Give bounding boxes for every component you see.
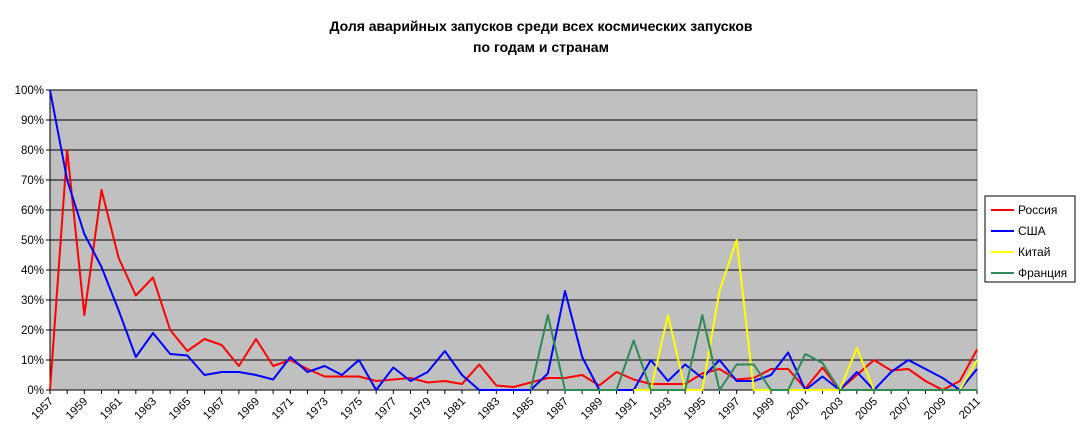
x-tick-label: 1983 <box>476 396 503 423</box>
x-tick-label: 1957 <box>30 396 57 423</box>
y-tick-label: 100% <box>15 85 44 97</box>
y-tick-label: 10% <box>21 355 44 367</box>
legend-label: США <box>1018 224 1046 238</box>
x-tick-label: 1959 <box>64 396 91 423</box>
series-line <box>49 149 978 391</box>
x-tick-label: 2007 <box>888 396 915 423</box>
x-tick-label: 1977 <box>373 396 400 423</box>
y-tick-label: 40% <box>21 265 44 277</box>
x-tick-label: 2009 <box>922 396 949 423</box>
x-tick-label: 1989 <box>579 396 606 423</box>
x-tick-label: 1997 <box>716 396 743 423</box>
x-tick-label: 1979 <box>407 396 434 423</box>
x-tick-label: 1995 <box>682 396 709 423</box>
y-tick-label: 90% <box>21 115 44 127</box>
series-line <box>49 89 978 391</box>
x-tick-label: 2011 <box>957 396 983 422</box>
legend-label: Франция <box>1018 266 1067 280</box>
series-lines <box>49 89 978 391</box>
y-tick-label: 70% <box>21 175 44 187</box>
gridlines <box>50 89 977 361</box>
x-tick-label: 1967 <box>201 396 228 423</box>
y-tick-label: 50% <box>21 235 44 247</box>
legend: Россия США Китай Франция <box>984 195 1076 283</box>
y-tick-label: 30% <box>21 295 44 307</box>
x-tick-label: 1969 <box>236 396 263 423</box>
x-tick-label: 1971 <box>270 396 297 423</box>
series-line <box>529 314 977 391</box>
x-tick-label: 1963 <box>133 396 160 423</box>
x-tick-label: 1981 <box>442 396 469 423</box>
x-tick-label: 2005 <box>854 396 881 423</box>
y-tick-label: 60% <box>21 205 44 217</box>
x-tick-label: 2003 <box>819 396 846 423</box>
chart-subtitle: по годам и странам <box>473 39 609 55</box>
x-tick-label: 1973 <box>304 396 331 423</box>
x-tick-label: 1993 <box>648 396 675 423</box>
x-tick-label: 1999 <box>751 396 778 423</box>
x-tick-label: 1961 <box>98 396 125 423</box>
x-tick-label: 1987 <box>545 396 572 423</box>
x-tick-label: 1965 <box>167 396 194 423</box>
y-tick-label: 80% <box>21 145 44 157</box>
x-tick-label: 2001 <box>785 396 812 423</box>
chart-title: Доля аварийных запусков среди всех косми… <box>329 18 752 34</box>
legend-label: Китай <box>1018 245 1050 259</box>
x-tick-label: 1975 <box>339 396 366 423</box>
x-axis: 1957 1959 1961 1963 1965 1967 1969 1971 1973 1975… <box>30 389 983 423</box>
x-tick-label: 1991 <box>613 396 640 423</box>
legend-label: Россия <box>1018 203 1057 217</box>
y-tick-label: 0% <box>27 385 44 397</box>
y-tick-label: 20% <box>21 325 44 337</box>
y-axis: 0% 10% 20% 30% 40% 50% 60% 70% 80% 90% 100% <box>15 85 51 397</box>
x-tick-label: 1985 <box>510 396 537 423</box>
